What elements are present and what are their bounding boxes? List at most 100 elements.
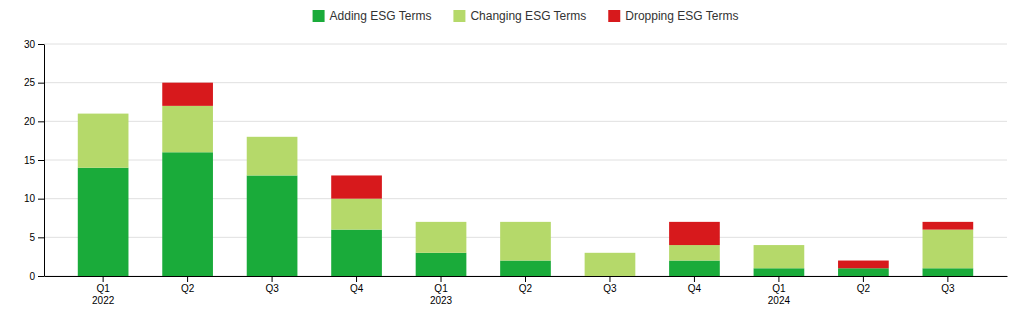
bar-segment	[754, 245, 805, 246]
bar-segment	[923, 230, 974, 269]
x-tick: Q3	[603, 276, 617, 294]
bar-segment	[500, 222, 551, 261]
bar-segment	[923, 268, 974, 276]
bar-segment	[500, 221, 551, 222]
tick-mark	[38, 237, 44, 238]
tick-label: Q12023	[430, 283, 453, 306]
y-tick: 15	[24, 155, 44, 166]
legend-swatch	[313, 10, 325, 22]
bar-segment	[247, 175, 298, 276]
bar-segment	[247, 136, 298, 137]
tick-label-line: Q4	[350, 283, 364, 294]
legend-item: Adding ESG Terms	[313, 9, 432, 23]
tick-label-line: Q2	[857, 283, 871, 294]
y-tick: 25	[24, 77, 44, 88]
tick-mark	[187, 276, 188, 282]
tick-label-line: Q3	[265, 283, 279, 294]
legend-swatch	[608, 10, 620, 22]
tick-label: 20	[24, 116, 36, 127]
tick-label-line: Q1	[96, 283, 110, 294]
y-tick: 20	[24, 116, 44, 127]
tick-label-line: 2022	[92, 295, 115, 306]
tick-mark	[947, 276, 948, 282]
tick-label-line: Q4	[688, 283, 702, 294]
tick-label: Q4	[350, 283, 364, 294]
bar-segment	[669, 222, 720, 245]
tick-label: 25	[24, 77, 36, 88]
legend-label: Dropping ESG Terms	[625, 9, 738, 23]
tick-mark	[38, 44, 44, 45]
bar-segment	[162, 152, 213, 276]
bar-segment	[585, 253, 636, 276]
bar-segment	[416, 253, 467, 276]
tick-mark	[356, 276, 357, 282]
tick-mark	[38, 160, 44, 161]
bar-segment	[500, 261, 551, 276]
bar-segment	[838, 261, 889, 269]
plot-area: 051015202530Q12022Q2Q3Q4Q12023Q2Q3Q4Q120…	[24, 39, 1008, 306]
legend-swatch	[453, 10, 465, 22]
tick-mark	[609, 276, 610, 282]
tick-label: Q2	[519, 283, 533, 294]
x-tick: Q2	[857, 276, 871, 294]
tick-label-line: Q3	[603, 283, 617, 294]
bar-segment	[162, 83, 213, 106]
legend-label: Changing ESG Terms	[470, 9, 586, 23]
bar-segment	[247, 137, 298, 176]
tick-mark	[38, 83, 44, 84]
tick-mark	[103, 276, 104, 282]
grid-line	[44, 44, 1007, 45]
y-tick: 5	[29, 232, 44, 243]
x-tick: Q3	[941, 276, 955, 294]
grid	[44, 44, 1007, 276]
tick-label: 0	[29, 271, 35, 282]
tick-mark	[778, 276, 779, 282]
bar-segment	[669, 261, 720, 276]
legend: Adding ESG Terms Changing ESG Terms Droppi…	[313, 9, 739, 23]
bar-segment	[331, 199, 382, 230]
x-tick: Q12024	[768, 276, 791, 306]
bar-segment	[416, 222, 467, 253]
tick-label: Q12022	[92, 283, 115, 306]
tick-label: 5	[29, 232, 35, 243]
bar-series	[78, 106, 973, 276]
bar-segment	[923, 222, 974, 230]
bar-series	[78, 152, 973, 276]
tick-label: Q2	[181, 283, 195, 294]
bar-segment	[331, 175, 382, 198]
tick-mark	[694, 276, 695, 282]
bar-segment	[416, 221, 467, 222]
tick-label: 10	[24, 193, 36, 204]
x-tick: Q2	[519, 276, 533, 294]
tick-mark	[38, 276, 44, 277]
bar-segment	[78, 113, 129, 114]
tick-mark	[525, 276, 526, 282]
axis-line	[44, 45, 45, 277]
tick-label-line: 2023	[430, 295, 453, 306]
bars	[78, 83, 973, 276]
y-tick: 0	[29, 271, 44, 282]
tick-label: Q2	[857, 283, 871, 294]
x-tick: Q2	[181, 276, 195, 294]
tick-label: 15	[24, 155, 36, 166]
tick-label-line: Q2	[519, 283, 533, 294]
x-tick: Q3	[265, 276, 279, 294]
x-tick: Q12023	[430, 276, 453, 306]
x-tick: Q4	[688, 276, 702, 294]
bar-segment	[754, 245, 805, 268]
x-axis: Q12022Q2Q3Q4Q12023Q2Q3Q4Q12024Q2Q3	[45, 276, 1008, 306]
chart-svg: 051015202530Q12022Q2Q3Q4Q12023Q2Q3Q4Q120…	[0, 0, 1027, 320]
bar-segment	[78, 114, 129, 168]
tick-label-line: Q3	[941, 283, 955, 294]
tick-label: 30	[24, 39, 36, 50]
tick-mark	[38, 121, 44, 122]
tick-mark	[863, 276, 864, 282]
bar-segment	[669, 245, 720, 260]
tick-label-line: Q1	[434, 283, 448, 294]
chart-container: 051015202530Q12022Q2Q3Q4Q12023Q2Q3Q4Q120…	[0, 0, 1027, 320]
tick-label-line: Q2	[181, 283, 195, 294]
bar-segment	[585, 252, 636, 253]
tick-label: Q3	[603, 283, 617, 294]
tick-mark	[272, 276, 273, 282]
tick-label-line: 2024	[768, 295, 791, 306]
